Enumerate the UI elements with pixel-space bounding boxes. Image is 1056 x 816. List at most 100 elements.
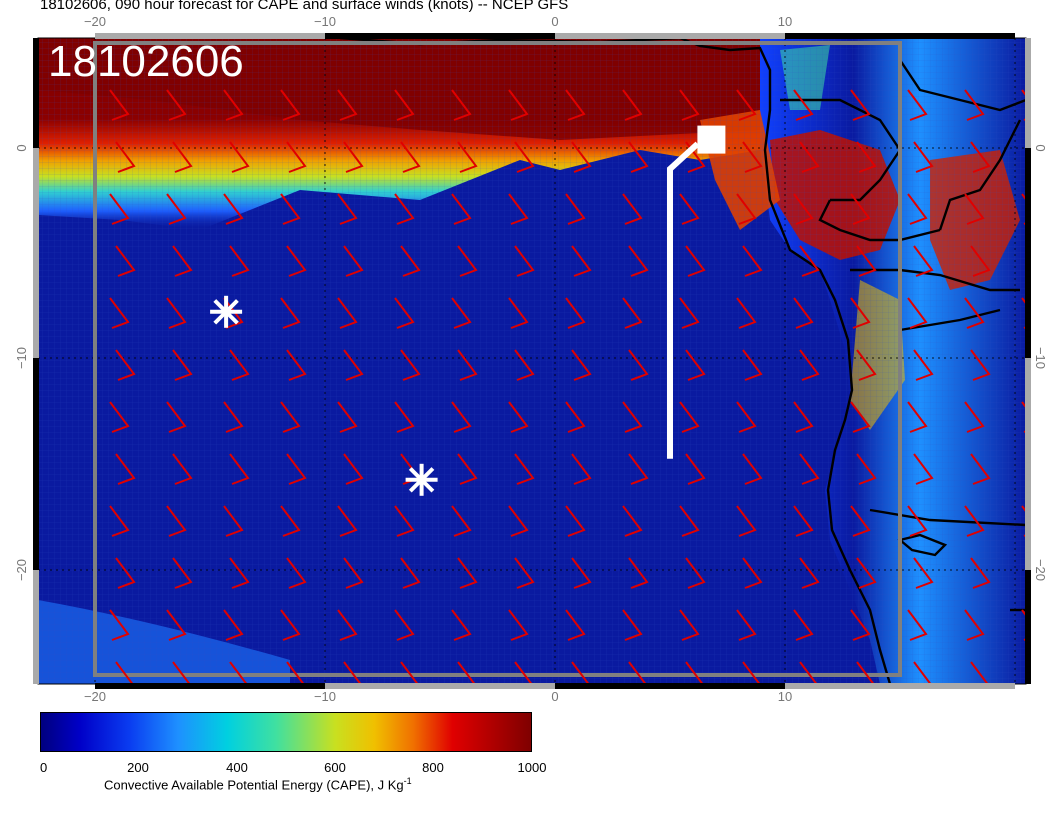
wind-barb: [337, 297, 358, 329]
coastline: [339, 38, 1026, 684]
wind-barb: [964, 401, 985, 433]
wind-barb: [394, 193, 415, 225]
wind-barb: [571, 245, 592, 277]
colorbar-tick-1000: 1000: [517, 760, 547, 775]
wind-barb: [793, 193, 814, 225]
wind-barb: [742, 245, 763, 277]
wind-barb: [913, 661, 932, 684]
lat-label-left-1: 0: [14, 144, 29, 151]
lat-label-left-2: −10: [14, 347, 29, 369]
wind-barb: [850, 505, 871, 537]
wind-barb: [223, 193, 244, 225]
wind-barb: [856, 245, 877, 277]
wind-barb: [109, 193, 130, 225]
wind-barb: [799, 141, 820, 173]
wind-barb: [850, 89, 871, 121]
wind-barb: [851, 714, 869, 744]
wind-barb: [514, 141, 535, 173]
wind-barb: [742, 453, 763, 485]
wind-barb: [172, 557, 193, 589]
wind-barb: [628, 557, 649, 589]
wind-barb: [166, 505, 187, 537]
wind-barb: [907, 89, 928, 121]
wind-barb: [343, 453, 364, 485]
wind-barb: [850, 609, 871, 641]
frame-ticks: [33, 33, 1031, 689]
wind-barb: [628, 245, 649, 277]
wind-barb: [457, 557, 478, 589]
flight-track: [667, 141, 700, 459]
lon-label-bottom-1: −20: [84, 689, 106, 704]
wind-barb: [172, 661, 191, 684]
wind-barb: [685, 453, 706, 485]
wind-barb: [394, 505, 415, 537]
wind-barb: [343, 557, 364, 589]
wind-barb: [571, 661, 590, 684]
wind-barb: [457, 245, 478, 277]
wind-barb: [907, 505, 928, 537]
date-stamp: 18102606: [48, 37, 244, 86]
wind-barb: [451, 193, 472, 225]
wind-barb: [742, 661, 761, 684]
wind-barb: [680, 714, 698, 744]
wind-barb: [394, 297, 415, 329]
wind-barb: [457, 661, 476, 684]
wind-barb: [508, 401, 529, 433]
lat-label-right-1: 0: [1033, 144, 1048, 151]
wind-barb: [286, 141, 307, 173]
wind-barb: [913, 245, 934, 277]
wind-barb: [508, 297, 529, 329]
lon-label-bottom-3: 0: [551, 689, 558, 704]
colorbar-tick-400: 400: [226, 760, 248, 775]
inner-domain-box: [93, 41, 902, 677]
wind-barb: [394, 609, 415, 641]
wind-barb: [742, 557, 763, 589]
wind-barb: [229, 349, 250, 381]
wind-barb: [343, 141, 364, 173]
wind-barb: [566, 714, 584, 744]
wind-barb: [679, 297, 700, 329]
wind-barb: [514, 349, 535, 381]
wind-barb: [856, 557, 877, 589]
wind-barb: [679, 609, 700, 641]
lon-label-bottom-4: 10: [778, 689, 792, 704]
wind-barb: [965, 714, 983, 744]
wind-barb: [223, 89, 244, 121]
wind-barb: [736, 505, 757, 537]
wind-barb: [850, 401, 871, 433]
wind-barb: [514, 453, 535, 485]
wind-barb: [457, 453, 478, 485]
wind-barb: [622, 401, 643, 433]
wind-barb: [115, 349, 136, 381]
wind-barb: [337, 193, 358, 225]
wind-barb: [571, 557, 592, 589]
wind-barb: [508, 505, 529, 537]
wind-barb: [799, 661, 818, 684]
wind-barb: [514, 245, 535, 277]
wind-barb: [970, 557, 991, 589]
wind-barb: [793, 609, 814, 641]
wind-barb: [908, 714, 926, 744]
wind-barb: [571, 349, 592, 381]
wind-barb: [623, 714, 641, 744]
wind-barb: [793, 89, 814, 121]
wind-barb: [571, 141, 592, 173]
wind-barb: [907, 193, 928, 225]
wind-barb: [166, 609, 187, 641]
wind-barb: [679, 193, 700, 225]
star-marker: [210, 295, 243, 328]
lat-label-left-3: −20: [14, 559, 29, 581]
wind-barb: [280, 89, 301, 121]
wind-barb: [913, 453, 934, 485]
wind-barb: [793, 297, 814, 329]
wind-barb: [457, 349, 478, 381]
wind-barb: [913, 349, 934, 381]
wind-barb: [856, 453, 877, 485]
wind-barb: [685, 245, 706, 277]
wind-barb: [907, 609, 928, 641]
wind-barb: [514, 557, 535, 589]
wind-barb: [280, 297, 301, 329]
wind-barb: [337, 89, 358, 121]
colorbar: [40, 712, 532, 752]
